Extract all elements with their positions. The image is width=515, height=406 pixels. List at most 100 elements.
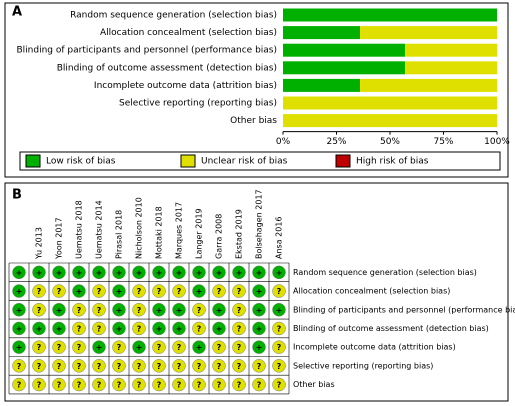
judgment-symbol: ?	[137, 362, 142, 371]
judgment-symbol: +	[56, 268, 63, 277]
judgment-dot	[72, 284, 86, 298]
judgment-dot	[192, 265, 206, 280]
judgment-dot	[12, 359, 26, 373]
judgment-symbol: +	[116, 287, 123, 296]
judgment-symbol: +	[16, 306, 23, 315]
judgment-symbol: ?	[217, 362, 222, 371]
judgment-symbol: +	[176, 268, 183, 277]
judgment-symbol: ?	[77, 381, 82, 390]
judgment-dot	[12, 265, 26, 280]
judgment-dot	[212, 265, 226, 280]
study-label: Ekstad 2019	[235, 209, 244, 259]
judgment-symbol: +	[216, 268, 223, 277]
judgment-dot	[32, 284, 46, 298]
legend-swatch	[25, 154, 41, 168]
judgment-symbol: ?	[237, 287, 242, 296]
judgment-dot	[52, 359, 66, 373]
judgment-dot	[112, 377, 126, 392]
judgment-dot	[252, 359, 266, 373]
judgment-symbol: ?	[177, 362, 182, 371]
judgment-symbol: ?	[177, 381, 182, 390]
judgment-dot	[112, 340, 126, 354]
judgment-symbol: +	[76, 287, 83, 296]
category-label: Blinding of outcome assessment (detectio…	[57, 63, 277, 73]
judgment-dot	[52, 303, 66, 317]
judgment-symbol: +	[216, 324, 223, 333]
judgment-symbol: ?	[157, 287, 162, 296]
judgment-dot	[252, 303, 266, 317]
judgment-symbol: +	[116, 324, 123, 333]
category-label: Allocation concealment (selection bias)	[100, 28, 277, 38]
judgment-symbol: ?	[57, 381, 62, 390]
judgment-symbol: +	[16, 287, 23, 296]
judgment-symbol: ?	[177, 343, 182, 352]
judgment-dot	[232, 303, 246, 317]
judgment-symbol: ?	[117, 362, 122, 371]
judgment-symbol: +	[96, 343, 103, 352]
bar-segment	[404, 61, 497, 75]
x-tick-label: 25%	[326, 137, 346, 147]
judgment-symbol: ?	[17, 381, 22, 390]
judgment-symbol: +	[156, 324, 163, 333]
judgment-symbol: ?	[77, 324, 82, 333]
domain-label: Random sequence generation (selection bi…	[293, 268, 477, 277]
domain-label: Blinding of participants and personnel (…	[293, 305, 515, 314]
judgment-symbol: +	[196, 343, 203, 352]
study-label: Garra 2008	[215, 214, 224, 259]
study-label: Uematsu 2018	[75, 200, 84, 259]
judgment-dot	[172, 303, 186, 317]
judgment-dot	[132, 377, 146, 392]
panel-a-label: A	[12, 5, 22, 20]
bar-segment	[283, 8, 497, 22]
judgment-dot	[112, 284, 126, 298]
bar-segment	[283, 43, 405, 57]
judgment-dot	[92, 321, 106, 336]
judgment-symbol: ?	[97, 324, 102, 333]
x-tick-label: 0%	[276, 137, 291, 147]
bar-segment	[283, 61, 405, 75]
category-label: Random sequence generation (selection bi…	[70, 11, 277, 21]
category-label: Blinding of participants and personnel (…	[16, 46, 277, 56]
judgment-symbol: +	[136, 343, 143, 352]
judgment-dot	[52, 284, 66, 298]
study-label: Langer 2019	[195, 208, 204, 259]
judgment-dot	[212, 340, 226, 354]
panel-b-label: B	[12, 188, 22, 203]
judgment-dot	[32, 340, 46, 354]
judgment-symbol: ?	[177, 287, 182, 296]
judgment-dot	[212, 303, 226, 317]
judgment-symbol: +	[56, 306, 63, 315]
judgment-symbol: +	[76, 268, 83, 277]
judgment-symbol: +	[36, 268, 43, 277]
judgment-dot	[252, 377, 266, 392]
judgment-symbol: ?	[197, 306, 202, 315]
judgment-dot	[232, 321, 246, 336]
judgment-dot	[52, 321, 66, 336]
judgment-dot	[52, 377, 66, 392]
legend-swatch	[180, 154, 196, 168]
judgment-symbol: ?	[237, 343, 242, 352]
judgment-dot	[212, 359, 226, 373]
judgment-symbol: +	[256, 268, 263, 277]
judgment-symbol: ?	[37, 287, 42, 296]
judgment-dot	[172, 321, 186, 336]
judgment-symbol: +	[256, 306, 263, 315]
judgment-dot	[132, 359, 146, 373]
judgment-dot	[272, 265, 286, 280]
study-label: Yoon 2017	[55, 217, 64, 260]
study-label: Pirasal 2018	[115, 210, 124, 259]
judgment-symbol: ?	[37, 306, 42, 315]
judgment-dot	[72, 265, 86, 280]
bar-segment	[283, 96, 497, 110]
judgment-symbol: +	[176, 324, 183, 333]
study-label: Ansa 2016	[275, 216, 284, 259]
judgment-symbol: +	[216, 306, 223, 315]
judgment-symbol: ?	[157, 343, 162, 352]
judgment-dot	[152, 284, 166, 298]
judgment-symbol: +	[156, 268, 163, 277]
judgment-symbol: +	[116, 268, 123, 277]
study-label: Mottaki 2018	[155, 206, 164, 259]
domain-label: Other bias	[293, 380, 335, 389]
judgment-symbol: ?	[77, 306, 82, 315]
